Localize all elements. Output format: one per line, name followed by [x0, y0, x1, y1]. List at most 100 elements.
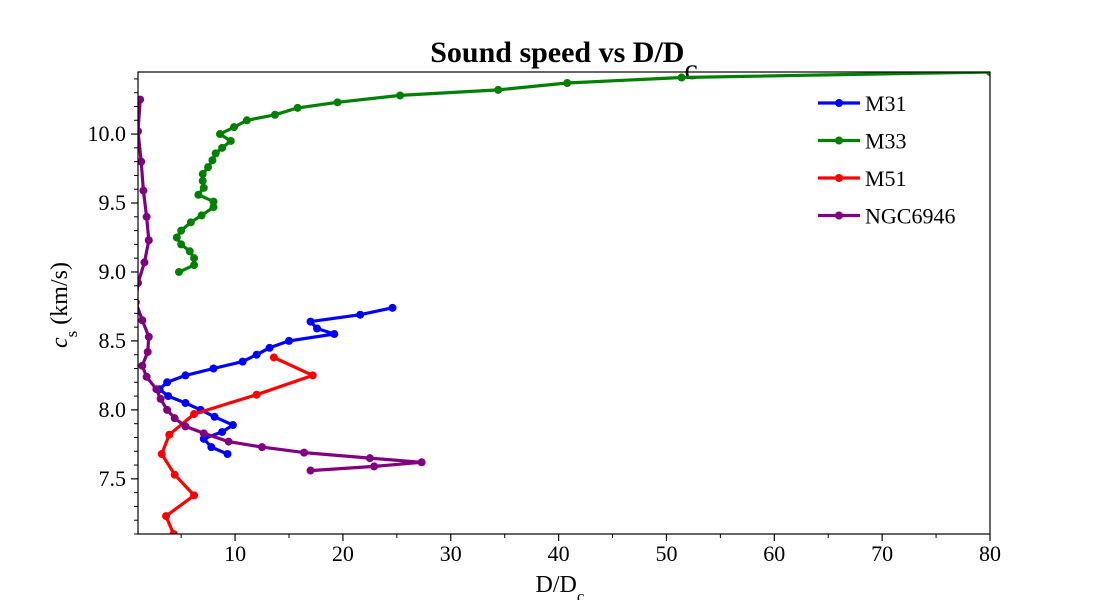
data-point-ngc6946 — [138, 95, 145, 104]
y-tick-label: 9.5 — [99, 190, 127, 215]
data-point-m31 — [252, 350, 261, 359]
data-point-ngc6946 — [142, 372, 151, 381]
data-point-ngc6946 — [152, 385, 161, 394]
data-point-ngc6946 — [306, 466, 315, 475]
data-point-m51 — [170, 470, 179, 479]
x-tick-label: 20 — [332, 541, 354, 566]
data-point-m31 — [210, 412, 219, 421]
data-point-m51 — [190, 410, 199, 419]
data-point-m33 — [211, 149, 220, 158]
data-point-m31 — [207, 443, 216, 452]
x-tick-label: 80 — [979, 541, 1001, 566]
data-point-ngc6946 — [258, 443, 267, 452]
data-point-m33 — [293, 103, 302, 112]
data-point-m31 — [284, 336, 293, 345]
data-point-m33 — [270, 110, 279, 119]
data-point-m33 — [177, 226, 186, 235]
x-tick-label: 70 — [871, 541, 893, 566]
legend-label-m51: M51 — [865, 166, 907, 191]
data-point-m33 — [172, 233, 181, 242]
legend-marker-m33 — [835, 136, 843, 145]
data-point-m33 — [333, 98, 342, 107]
legend-label-m31: M31 — [865, 91, 907, 116]
data-point-m31 — [209, 364, 218, 373]
data-point-ngc6946 — [156, 394, 165, 403]
data-point-m33 — [226, 136, 235, 145]
data-point-ngc6946 — [163, 405, 172, 414]
series-layer — [138, 72, 990, 534]
series-line-m51 — [160, 356, 315, 534]
data-point-m31 — [265, 343, 274, 352]
x-axis-label: D/Dc — [536, 572, 585, 600]
data-point-m51 — [190, 491, 199, 500]
data-point-m51 — [308, 371, 317, 380]
x-tick-label: 10 — [224, 541, 246, 566]
data-point-m31 — [306, 317, 315, 326]
legend-marker-m31 — [835, 99, 843, 107]
y-tick-label: 10.0 — [88, 121, 127, 146]
x-tick-label: 60 — [763, 541, 785, 566]
data-point-m31 — [199, 434, 208, 443]
data-point-ngc6946 — [138, 127, 142, 136]
plot-frame — [137, 71, 991, 535]
legend-label-ngc6946: NGC6946 — [865, 204, 955, 229]
data-point-m33 — [198, 170, 207, 179]
data-point-ngc6946 — [365, 454, 374, 463]
data-point-m33 — [215, 130, 224, 139]
data-point-m31 — [313, 324, 322, 333]
data-point-m51 — [252, 390, 261, 399]
data-point-m51 — [269, 353, 278, 362]
data-point-ngc6946 — [417, 458, 426, 467]
data-point-m33 — [218, 143, 227, 152]
data-point-m33 — [242, 116, 251, 125]
x-tick-label: 50 — [655, 541, 677, 566]
data-point-m33 — [194, 190, 203, 199]
x-tick-label: 30 — [440, 541, 462, 566]
data-point-m31 — [163, 378, 172, 387]
data-point-m31 — [238, 357, 247, 366]
data-point-m31 — [228, 421, 237, 430]
data-point-m51 — [162, 512, 171, 521]
ticks-layer: 10 20 30 40 50 60 70 80 7.5 8.0 8.5 9.0 9.5 10.0 — [88, 78, 1001, 566]
x-tick-label: 40 — [548, 541, 570, 566]
data-point-m33 — [209, 197, 218, 206]
data-point-ngc6946 — [144, 236, 153, 245]
data-point-ngc6946 — [138, 316, 147, 325]
data-point-m33 — [198, 176, 207, 185]
data-point-m51 — [165, 430, 174, 439]
y-tick-label: 8.0 — [99, 397, 127, 422]
series-line-ngc6946 — [138, 99, 424, 473]
data-point-m33 — [563, 79, 572, 88]
data-point-ngc6946 — [224, 437, 233, 446]
data-point-m33 — [177, 240, 186, 249]
data-point-m31 — [356, 310, 365, 319]
data-point-ngc6946 — [144, 332, 153, 341]
legend: M31 M33 M51 NGC6946 — [818, 91, 955, 229]
data-point-m33 — [209, 203, 218, 212]
data-point-m31 — [181, 398, 190, 407]
data-point-ngc6946 — [143, 347, 152, 356]
series-line-m31 — [158, 306, 393, 456]
y-axis-label: cs(km/s) — [47, 262, 81, 348]
data-point-m33 — [185, 247, 194, 256]
data-point-m33 — [190, 254, 199, 263]
data-point-ngc6946 — [139, 186, 148, 195]
y-tick-label: 7.5 — [99, 466, 127, 491]
y-tick-label: 9.0 — [99, 259, 127, 284]
data-point-m33 — [199, 183, 208, 192]
data-point-m33 — [204, 163, 213, 172]
data-point-ngc6946 — [199, 429, 208, 438]
data-point-m31 — [218, 427, 227, 436]
data-point-m51 — [157, 450, 166, 459]
data-point-m31 — [181, 371, 190, 380]
data-point-m31 — [330, 330, 339, 339]
legend-label-m33: M33 — [865, 129, 907, 154]
data-point-ngc6946 — [138, 279, 142, 288]
data-point-ngc6946 — [142, 212, 151, 221]
data-point-ngc6946 — [138, 361, 147, 370]
data-point-m33 — [229, 123, 238, 132]
data-point-m33 — [986, 72, 990, 76]
data-point-m33 — [174, 267, 183, 276]
data-point-ngc6946 — [181, 422, 190, 431]
